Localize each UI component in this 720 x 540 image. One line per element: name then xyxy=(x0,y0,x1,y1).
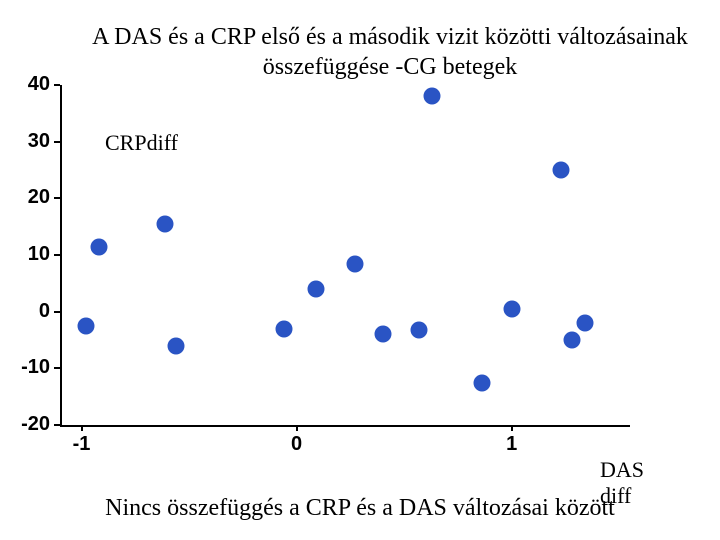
x-axis-line xyxy=(60,425,630,427)
y-tick-label: 0 xyxy=(2,300,50,323)
data-point xyxy=(411,321,428,338)
data-point xyxy=(374,326,391,343)
y-tick-label: 40 xyxy=(2,73,50,96)
y-axis-line xyxy=(60,85,62,425)
data-point xyxy=(503,300,520,317)
data-point xyxy=(563,332,580,349)
data-point xyxy=(168,337,185,354)
x-tick-label: 1 xyxy=(492,433,532,456)
x-tick xyxy=(511,425,513,431)
data-point xyxy=(553,162,570,179)
y-tick-label: -10 xyxy=(2,356,50,379)
y-tick-label: -20 xyxy=(2,413,50,436)
y-tick xyxy=(54,254,60,256)
data-point xyxy=(275,320,292,337)
y-tick xyxy=(54,424,60,426)
slide: A DAS és a CRP első és a második vizit k… xyxy=(0,0,720,540)
data-point xyxy=(77,317,94,334)
scatter-chart: -20-10010203040-101CRPdiffDAS diff xyxy=(60,85,630,425)
data-point xyxy=(157,215,174,232)
y-axis-label: CRPdiff xyxy=(105,130,178,156)
y-tick-label: 20 xyxy=(2,186,50,209)
data-point xyxy=(473,374,490,391)
data-point xyxy=(90,238,107,255)
y-tick xyxy=(54,367,60,369)
y-tick xyxy=(54,311,60,313)
y-tick xyxy=(54,141,60,143)
y-tick-label: 30 xyxy=(2,130,50,153)
data-point xyxy=(346,255,363,272)
data-point xyxy=(576,315,593,332)
data-point xyxy=(307,281,324,298)
x-tick xyxy=(296,425,298,431)
footer-text: Nincs összefüggés a CRP és a DAS változá… xyxy=(0,495,720,522)
x-tick xyxy=(81,425,83,431)
data-point xyxy=(424,88,441,105)
y-tick xyxy=(54,84,60,86)
x-tick-label: -1 xyxy=(62,433,102,456)
x-tick-label: 0 xyxy=(277,433,317,456)
y-tick-label: 10 xyxy=(2,243,50,266)
y-tick xyxy=(54,197,60,199)
chart-title: A DAS és a CRP első és a második vizit k… xyxy=(80,22,700,82)
